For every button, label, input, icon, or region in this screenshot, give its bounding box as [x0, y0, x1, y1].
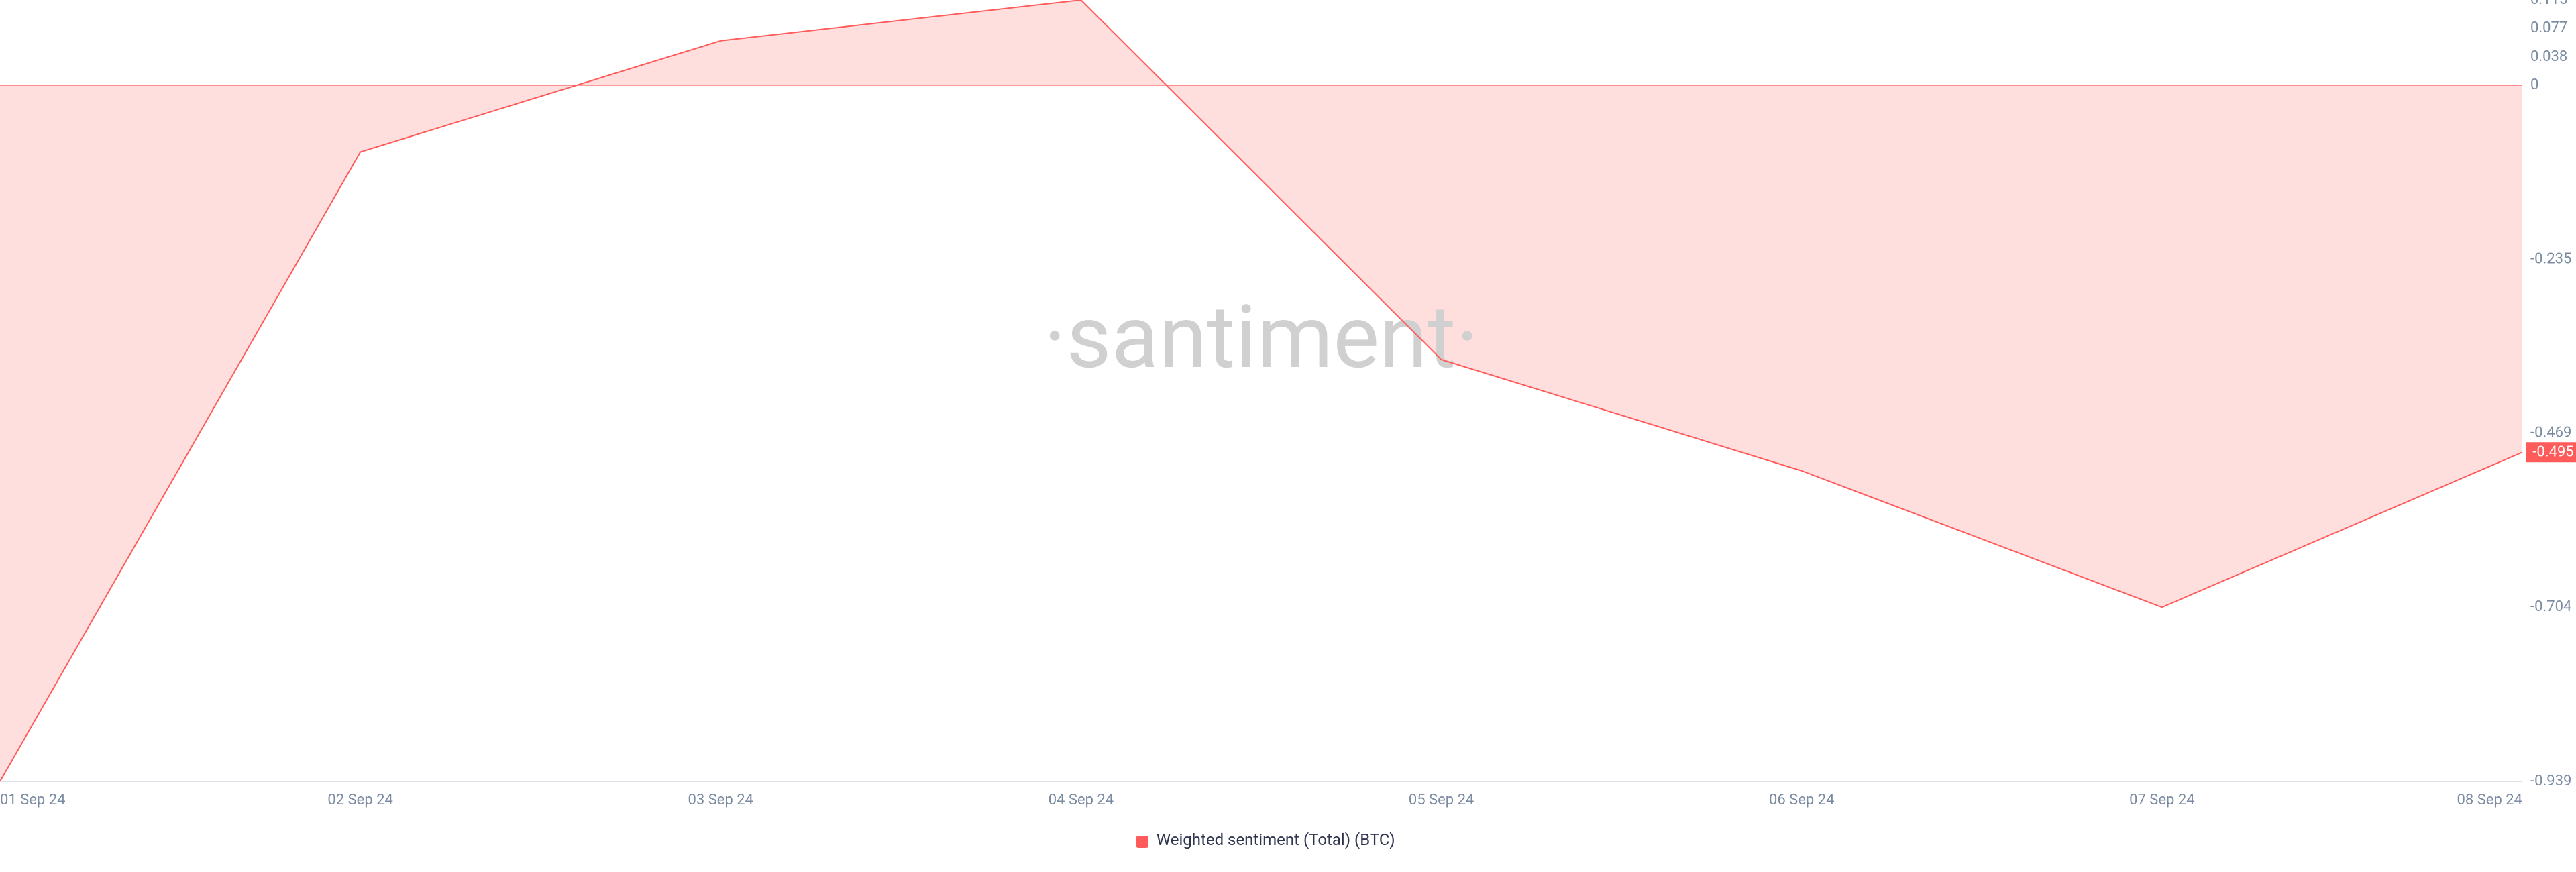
- area-fill: [0, 0, 2522, 781]
- x-tick-label: 08 Sep 24: [2457, 792, 2522, 808]
- y-tick-label: 0.077: [2530, 19, 2567, 36]
- x-tick-label: 04 Sep 24: [1049, 792, 1114, 808]
- x-tick-label: 03 Sep 24: [688, 792, 753, 808]
- y-tick-label: 0.038: [2530, 48, 2567, 65]
- legend-label: Weighted sentiment (Total) (BTC): [1157, 830, 1395, 849]
- x-tick-label: 07 Sep 24: [2129, 792, 2194, 808]
- sentiment-area-chart: ·santiment· 01 Sep 24 02 Sep 24 03 Sep 24 04…: [0, 0, 2576, 872]
- y-tick-label: -0.469: [2530, 424, 2571, 441]
- legend-swatch: [1136, 836, 1148, 848]
- x-tick-label: 02 Sep 24: [327, 792, 392, 808]
- y-tick-label: 0.115: [2530, 0, 2567, 8]
- y-value-tag-label: -0.495: [2532, 444, 2573, 461]
- y-tick-label: -0.235: [2530, 251, 2571, 268]
- y-tick-label: 0: [2530, 76, 2538, 93]
- sentiment-chart-container: ·santiment· 01 Sep 24 02 Sep 24 03 Sep 24 04…: [0, 0, 2576, 872]
- x-tick-label: 06 Sep 24: [1769, 792, 1834, 808]
- x-tick-label: 01 Sep 24: [0, 792, 65, 808]
- y-tick-label: -0.704: [2530, 598, 2571, 615]
- watermark-text: ·santiment·: [1044, 286, 1479, 388]
- y-tick-label: -0.939: [2530, 773, 2571, 789]
- x-tick-label: 05 Sep 24: [1409, 792, 1474, 808]
